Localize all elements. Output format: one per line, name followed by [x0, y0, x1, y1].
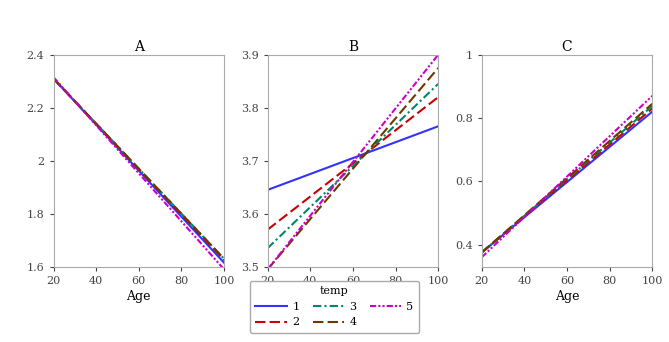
- Title: C: C: [562, 40, 572, 54]
- X-axis label: Age: Age: [126, 290, 151, 303]
- Title: B: B: [348, 40, 358, 54]
- Legend: 1, 2, 3, 4, 5: 1, 2, 3, 4, 5: [250, 281, 419, 333]
- X-axis label: Age: Age: [341, 290, 365, 303]
- Title: A: A: [134, 40, 144, 54]
- X-axis label: Age: Age: [555, 290, 579, 303]
